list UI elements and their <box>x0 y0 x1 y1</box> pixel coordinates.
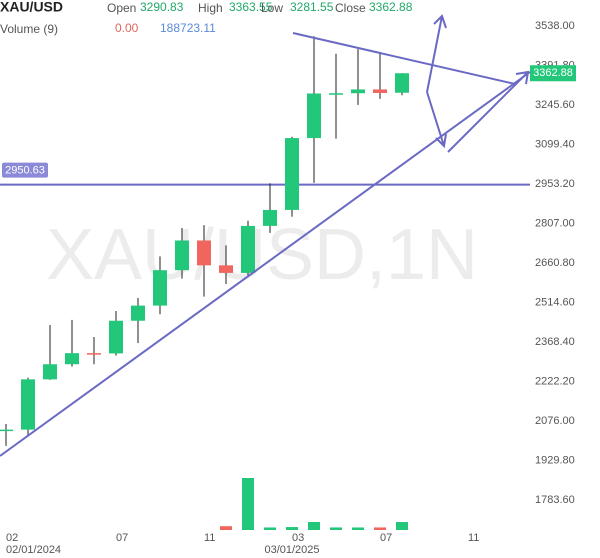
candle-body <box>21 379 35 430</box>
y-tick-label: 2222.20 <box>535 375 575 387</box>
candle-body <box>87 353 101 355</box>
arrow-down <box>426 91 447 149</box>
arrow-up <box>426 14 447 93</box>
volume-bar <box>286 527 298 530</box>
candle-body <box>65 353 79 365</box>
close-value: 3362.88 <box>369 0 413 14</box>
candle-body <box>395 73 409 93</box>
candle-body <box>285 138 299 210</box>
x-tick-label: 07 <box>380 532 392 544</box>
arrow-breakout <box>447 70 530 153</box>
y-tick-label: 2660.80 <box>535 257 575 269</box>
resistance-trendline <box>292 32 516 85</box>
volume-label: Volume (9) <box>0 22 58 36</box>
y-tick-label: 2076.00 <box>535 415 575 427</box>
candle-body <box>131 305 145 321</box>
high-value: 3363.55 <box>229 0 273 14</box>
high-label: High <box>198 1 223 15</box>
low-label: Low <box>261 1 283 15</box>
y-tick-label: 2514.60 <box>535 296 575 308</box>
y-tick-label: 3245.60 <box>535 99 575 111</box>
candle-body <box>351 89 365 94</box>
date-label: 03/01/2025 <box>264 544 319 556</box>
candle-body <box>263 209 277 226</box>
volume-change: 0.00 <box>115 21 139 35</box>
volume-bar <box>264 527 276 530</box>
drawings <box>0 14 531 457</box>
volume-bar <box>330 527 342 530</box>
volume-bar <box>352 527 364 530</box>
candle-body <box>219 265 233 273</box>
candle-body <box>329 93 343 95</box>
y-tick-label: 3099.40 <box>535 138 575 150</box>
volume-bar <box>220 526 232 530</box>
price-badge <box>530 65 576 82</box>
volume-bar <box>374 527 386 530</box>
x-tick-label: 11 <box>468 532 479 544</box>
y-tick-label: 2953.20 <box>535 178 575 190</box>
candle-body <box>43 364 57 380</box>
low-value: 3281.55 <box>290 0 334 14</box>
candle-body <box>241 225 255 273</box>
y-tick-label: 1929.80 <box>535 454 575 466</box>
candle-body <box>307 93 321 139</box>
price-badge-text: 3362.88 <box>533 67 573 79</box>
y-tick-label: 2368.40 <box>535 336 575 348</box>
chart-title: XAU/USD <box>0 0 63 15</box>
candle-body <box>153 270 167 306</box>
x-tick-label: 07 <box>116 532 128 544</box>
x-tick-label: 03 <box>292 532 304 544</box>
x-tick-label: 02 <box>6 532 18 544</box>
volume-bar <box>242 478 254 530</box>
watermark: XAU/USD,1N <box>46 215 478 295</box>
close-label: Close <box>335 1 366 15</box>
level-badge-text: 2950.63 <box>5 165 45 177</box>
y-tick-label: 1783.60 <box>535 494 575 506</box>
candle-body <box>0 429 13 432</box>
level-badge <box>2 162 48 178</box>
open-value: 3290.83 <box>140 0 184 14</box>
candle-body <box>175 240 189 271</box>
y-tick-label: 3538.00 <box>535 20 575 32</box>
candle-body <box>109 320 123 354</box>
x-tick-label: 11 <box>204 532 215 544</box>
y-tick-label: 2807.00 <box>535 217 575 229</box>
volume-bar <box>396 522 408 530</box>
open-label: Open <box>107 1 136 15</box>
date-label: 02/01/2024 <box>6 544 61 556</box>
candle-body <box>197 240 211 266</box>
volume-bar <box>308 521 320 530</box>
candle-body <box>373 89 387 93</box>
volume-value: 188723.11 <box>160 21 216 35</box>
